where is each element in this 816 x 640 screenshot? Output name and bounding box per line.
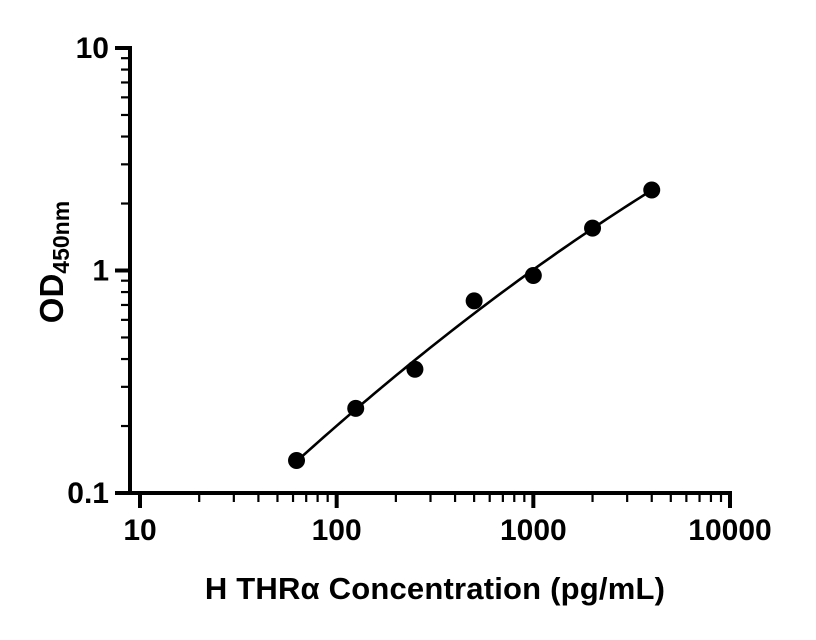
x-axis-tick-labels: 10 100 1000 10000 bbox=[123, 514, 771, 547]
x-tick-label: 1000 bbox=[500, 514, 567, 547]
data-point bbox=[584, 219, 602, 237]
data-point bbox=[524, 266, 542, 284]
y-axis-title-subscript: 450nm bbox=[48, 200, 74, 274]
data-points bbox=[288, 181, 661, 469]
x-tick-label: 10 bbox=[123, 514, 156, 547]
data-point bbox=[347, 399, 365, 417]
data-point bbox=[643, 181, 661, 199]
y-tick-label: 1 bbox=[92, 255, 109, 288]
y-axis-title-main: OD bbox=[33, 273, 70, 324]
x-tick-label: 100 bbox=[312, 514, 362, 547]
x-axis-ticks bbox=[138, 493, 732, 508]
x-tick-label: 10000 bbox=[688, 514, 771, 547]
y-tick-label: 0.1 bbox=[67, 477, 109, 510]
y-axis-ticks bbox=[115, 46, 130, 495]
data-point bbox=[288, 451, 306, 469]
y-axis-tick-labels: 0.1 1 10 bbox=[67, 32, 109, 510]
y-tick-label: 10 bbox=[76, 32, 109, 65]
data-point bbox=[465, 292, 483, 310]
data-point bbox=[406, 360, 424, 378]
y-axis-title: OD450nm bbox=[33, 200, 74, 324]
x-axis-title: H THRα Concentration (pg/mL) bbox=[204, 571, 666, 606]
